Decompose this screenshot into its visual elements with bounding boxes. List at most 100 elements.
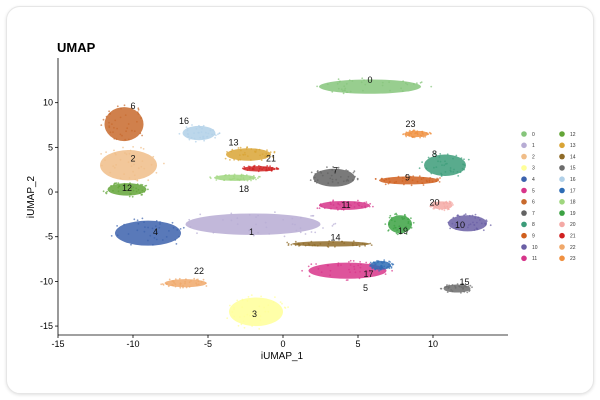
cluster-4-point	[137, 222, 140, 225]
cluster-19-point	[403, 217, 406, 220]
cluster-20-point	[438, 201, 441, 203]
cluster-10-point	[473, 224, 476, 226]
cluster-16-point	[198, 124, 200, 127]
legend-label-6: 6	[532, 200, 535, 206]
cluster-22-point	[179, 286, 182, 289]
cluster-13-point	[264, 155, 266, 158]
cluster-20-point	[452, 204, 454, 206]
cluster-20-point	[438, 202, 440, 205]
cluster-4-point	[154, 225, 157, 228]
x-tick-label: 10	[428, 339, 438, 349]
cluster-11-point	[332, 204, 335, 206]
cluster-13-point	[266, 155, 268, 158]
cluster-23-point	[412, 136, 414, 138]
cluster-15-point	[448, 284, 450, 287]
cluster-6-point	[136, 111, 139, 113]
cluster-16-point	[187, 135, 190, 138]
cluster-9-point	[428, 181, 431, 184]
cluster-6-point	[124, 138, 127, 141]
cluster-12-point	[117, 182, 120, 185]
cluster-17-point	[381, 266, 383, 268]
cluster-3-point	[238, 316, 241, 318]
cluster-23-point	[425, 132, 428, 134]
cluster-11-point	[350, 204, 352, 207]
cluster-8-point	[452, 157, 454, 160]
cluster-4-point	[158, 226, 161, 229]
cluster-15-point	[451, 290, 454, 293]
cluster-3-point	[287, 306, 289, 308]
cluster-20-point	[441, 208, 443, 211]
cluster-6-body	[104, 107, 144, 142]
cluster-3-point	[279, 301, 282, 303]
cluster-3-point	[259, 319, 262, 322]
cluster-0-point	[344, 89, 347, 92]
cluster-0-point	[343, 85, 346, 88]
cluster-11-point	[353, 206, 356, 208]
cluster-16-point	[191, 124, 193, 126]
cluster-10-point	[477, 216, 480, 219]
cluster-23-point	[410, 135, 413, 138]
cluster-14-point	[313, 244, 316, 246]
cluster-3-point	[251, 312, 253, 315]
cluster-0-point	[381, 84, 384, 87]
cluster-3	[226, 294, 289, 330]
cluster-5-point	[307, 265, 310, 268]
cluster-12-point	[102, 190, 105, 193]
cluster-23	[402, 129, 432, 139]
cluster-23-point	[413, 136, 416, 139]
cluster-10-point	[472, 221, 474, 224]
cluster-0-point	[401, 90, 404, 92]
cluster-5-point	[349, 264, 352, 266]
cluster-11-point	[335, 206, 338, 209]
cluster-2-point	[129, 149, 132, 152]
cluster-8-point	[459, 171, 462, 174]
cluster-0-point	[340, 88, 343, 91]
cluster-18-point	[239, 178, 242, 181]
cluster-20-point	[443, 209, 446, 212]
cluster-19-point	[390, 219, 393, 222]
legend-swatch-2	[521, 153, 527, 160]
cluster-16-point	[199, 136, 202, 139]
cluster-1-point	[236, 217, 239, 220]
cluster-8-point	[446, 162, 448, 165]
cluster-2-point	[124, 152, 126, 154]
cluster-3-point	[241, 306, 244, 309]
cluster-9-point	[431, 180, 434, 183]
cluster-18-point	[252, 174, 255, 177]
cluster-14-point	[351, 242, 354, 245]
cluster-11-point	[357, 199, 359, 202]
cluster-1-point	[188, 218, 191, 221]
cluster-10	[447, 213, 492, 232]
cluster-8-point	[439, 153, 442, 155]
cluster-4-point	[168, 230, 170, 232]
cluster-2-point	[133, 163, 135, 166]
cluster-9-point	[428, 179, 431, 182]
cluster-10-point	[473, 229, 476, 231]
cluster-22-point	[195, 282, 198, 285]
cluster-11-point	[320, 205, 323, 208]
cluster-13-point	[243, 151, 246, 154]
cluster-16-point	[205, 136, 208, 138]
cluster-12-point	[125, 184, 127, 186]
cluster-8-point	[441, 164, 443, 167]
cluster-14-point	[316, 244, 319, 247]
cluster-18-point	[252, 178, 255, 181]
cluster-12-point	[140, 194, 143, 196]
cluster-12-body	[107, 183, 147, 196]
cluster-18-point	[236, 178, 239, 181]
legend-label-21: 21	[570, 234, 576, 240]
cluster-10-point	[467, 226, 469, 229]
cluster-15-point	[463, 290, 466, 293]
cluster-4-point	[165, 236, 168, 238]
legend-swatch-10	[521, 244, 527, 250]
cluster-8-point	[450, 170, 452, 173]
cluster-8-point	[438, 156, 441, 158]
cluster-9-point	[411, 179, 414, 182]
cluster-15-point	[466, 291, 469, 294]
cluster-10-point	[447, 221, 450, 224]
cluster-9-point	[404, 179, 407, 182]
cluster-5-point	[354, 271, 357, 274]
legend-swatch-11	[521, 255, 527, 262]
cluster-9-point	[438, 181, 441, 183]
cluster-4-point	[161, 239, 164, 241]
